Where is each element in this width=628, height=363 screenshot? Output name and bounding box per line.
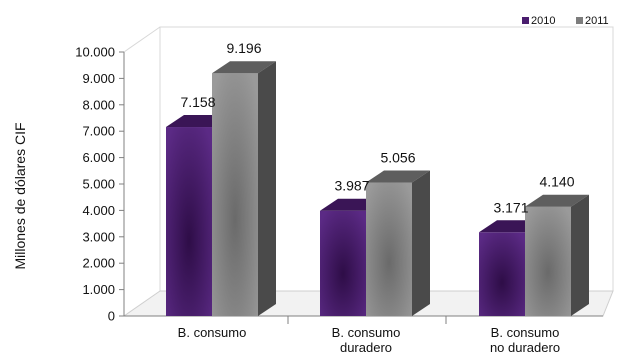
y-tick-label: 5.000 xyxy=(82,177,115,192)
y-tick-label: 3.000 xyxy=(82,229,115,244)
category-label-2: B. consumo no duradero xyxy=(490,325,560,355)
legend-entry-2010: 2010 xyxy=(522,15,555,27)
bar-top xyxy=(212,61,276,74)
legend-swatch xyxy=(522,17,529,24)
bar-front xyxy=(479,232,525,316)
bar-front xyxy=(366,182,412,316)
data-label-2011-0: 9.196 xyxy=(226,40,261,56)
side-edge xyxy=(123,26,161,53)
y-tick-label: 6.000 xyxy=(82,150,115,165)
bar-side xyxy=(571,194,589,316)
data-label-2011-2: 4.140 xyxy=(539,174,574,190)
data-label-2010-1: 3.987 xyxy=(334,178,369,194)
category-label-0: B. consumo xyxy=(178,325,247,340)
y-tick-label: 2.000 xyxy=(82,256,115,271)
data-label-2010-2: 3.171 xyxy=(493,199,528,215)
legend-swatch xyxy=(576,17,583,24)
bar-2011-0 xyxy=(212,61,276,316)
bar-front xyxy=(320,210,366,316)
y-tick-label: 1.000 xyxy=(82,282,115,297)
category-label-1: B. consumo duradero xyxy=(332,325,401,355)
data-label-2010-0: 7.158 xyxy=(180,94,215,110)
bar-front xyxy=(166,127,212,316)
y-tick-label: 0 xyxy=(108,309,115,324)
y-axis: 0 1.000 2.000 3.000 4.000 5.000 6.000 7.000 8.00… xyxy=(75,45,603,324)
legend-label: 2011 xyxy=(585,15,609,27)
legend-entry-2011: 2011 xyxy=(576,15,609,27)
bar-2011-1 xyxy=(366,170,430,316)
bar-side xyxy=(412,170,430,316)
bar-top xyxy=(525,194,589,207)
x-axis: B. consumo B. consumo duradero B. consumo no… xyxy=(178,316,560,355)
bar-top xyxy=(366,170,430,183)
y-tick-label: 8.000 xyxy=(82,97,115,112)
y-tick-label: 10.000 xyxy=(75,45,115,60)
y-tick-label: 4.000 xyxy=(82,203,115,218)
y-tick-label: 9.000 xyxy=(82,71,115,86)
y-tick-label: 7.000 xyxy=(82,124,115,139)
bars xyxy=(166,61,589,316)
bar-front xyxy=(525,206,571,316)
bar-front xyxy=(212,73,258,316)
bar-2011-2 xyxy=(525,194,589,316)
y-axis-title: Millones de dólares CIF xyxy=(12,122,28,269)
bar-side xyxy=(258,61,276,316)
legend-label: 2010 xyxy=(531,15,555,27)
data-label-2011-1: 5.056 xyxy=(380,150,415,166)
legend: 2010 2011 xyxy=(522,15,609,27)
data-labels: 7.158 9.196 3.987 5.056 3.171 4.140 xyxy=(180,40,574,215)
